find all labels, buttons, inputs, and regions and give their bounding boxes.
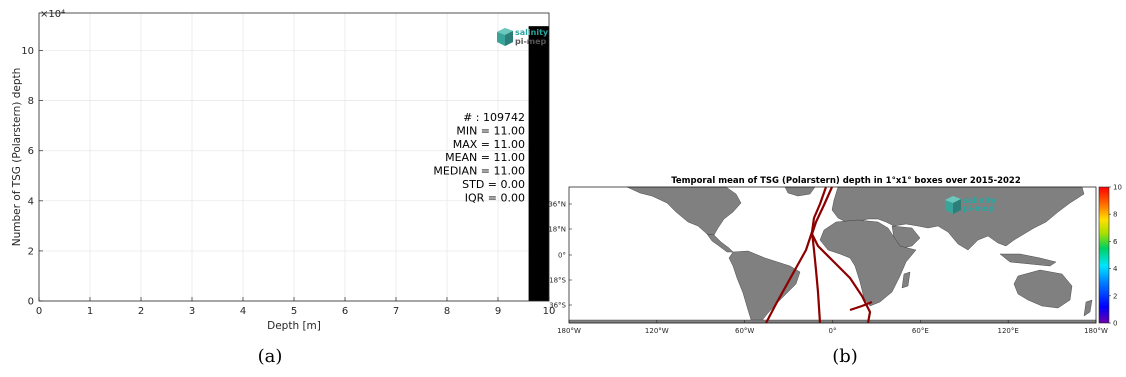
stat-line: MIN = 11.00 (456, 124, 525, 137)
colorbar-tick-label: 4 (1113, 265, 1118, 273)
africa (819, 219, 917, 307)
map-x-tick-label: 180°W (557, 327, 581, 335)
stat-line: MEAN = 11.00 (445, 151, 525, 164)
y-tick-label: 6 (28, 146, 34, 157)
madagascar (901, 271, 911, 289)
x-tick-label: 10 (543, 306, 556, 317)
x-tick-label: 1 (87, 306, 93, 317)
track-cape (849, 300, 873, 312)
x-tick-label: 7 (393, 306, 399, 317)
y-tick-label: 10 (21, 46, 34, 57)
stat-line: IQR = 0.00 (465, 191, 525, 204)
x-tick-label: 8 (444, 306, 450, 317)
australia (1013, 269, 1073, 309)
colorbar (1098, 186, 1110, 324)
logo-text-line2: pi-mep (515, 37, 547, 46)
x-tick-label: 6 (342, 306, 348, 317)
x-tick-label: 9 (495, 306, 501, 317)
caption-a: (a) (258, 346, 283, 367)
y-tick-labels: 0 2 4 6 8 10 (21, 46, 43, 308)
track-south-america-route (765, 186, 828, 324)
y-tick-label: 4 (28, 196, 34, 207)
land-masses (568, 186, 1097, 324)
colorbar-tick-label: 10 (1113, 184, 1122, 192)
map-y-tick-label: 18°N (548, 226, 566, 234)
logo-cube-icon (497, 28, 513, 46)
x-tick-label: 0 (36, 306, 42, 317)
y-tick-label: 8 (28, 96, 34, 107)
y-axis-label: Number of TSG (Polarstern) depth (11, 68, 23, 247)
map-x-tick-label: 60°W (735, 327, 754, 335)
x-tick-label: 4 (240, 306, 246, 317)
stat-line: STD = 0.00 (462, 178, 525, 191)
histogram-bars (528, 26, 549, 302)
colorbar-tick-label: 6 (1113, 238, 1118, 246)
y-exponent-label: ×10⁴ (40, 9, 65, 20)
colorbar-tick-label: 2 (1113, 292, 1117, 300)
map-y-tick-label: 18°S (549, 277, 566, 285)
new-zealand (1083, 299, 1093, 317)
map-x-tick-label: 0° (829, 327, 837, 335)
histogram-panel: 0 1 2 3 4 5 6 7 8 9 10 0 2 4 6 8 10 ×10⁴ Depth [m] Numb… (11, 9, 555, 332)
stat-line: # : 109742 (463, 111, 525, 124)
map-logo-cube-icon (945, 196, 961, 214)
map-x-ticks: 180°W 120°W 60°W 0° 60°E 120°E 180°W (557, 320, 1108, 335)
colorbar-ticks: 0 2 4 6 8 10 (1109, 184, 1122, 328)
colorbar-tick-label: 0 (1113, 320, 1117, 328)
ship-tracks (765, 186, 873, 324)
x-axis-label: Depth [m] (267, 320, 321, 332)
map-x-tick-label: 180°W (1084, 327, 1108, 335)
y-tick-label: 0 (28, 297, 34, 308)
map-y-ticks: 36°N 18°N 0° 18°S 36°S (548, 201, 572, 310)
logo-text-line1: salinity (515, 28, 549, 37)
map-x-tick-label: 60°E (912, 327, 929, 335)
colorbar-tick-label: 8 (1113, 211, 1117, 219)
x-tick-label: 3 (189, 306, 195, 317)
map-x-tick-label: 120°E (998, 327, 1019, 335)
track-mid-atlantic (810, 231, 822, 324)
map-logo-text-line1: salinity (963, 196, 997, 205)
salinity-pimep-logo: salinity pi-mep (497, 28, 549, 46)
map-y-tick-label: 0° (558, 252, 566, 260)
stat-line: MEDIAN = 11.00 (433, 165, 525, 178)
x-tick-label: 2 (138, 306, 144, 317)
stat-line: MAX = 11.00 (453, 138, 525, 151)
map-y-tick-label: 36°S (549, 302, 566, 310)
map-logo: salinity pi-mep (945, 196, 997, 214)
indonesia (999, 253, 1057, 267)
map-y-tick-label: 36°N (548, 201, 566, 209)
map-x-tick-label: 120°W (645, 327, 669, 335)
map-panel: Temporal mean of TSG (Polarstern) depth … (548, 176, 1122, 335)
south-america (728, 250, 801, 324)
x-tick-label: 5 (291, 306, 297, 317)
histogram-bar (528, 26, 549, 302)
x-tick-labels: 0 1 2 3 4 5 6 7 8 9 10 (36, 297, 556, 317)
y-tick-label: 2 (28, 246, 34, 257)
map-title: Temporal mean of TSG (Polarstern) depth … (671, 176, 1021, 186)
map-logo-text-line2: pi-mep (963, 204, 995, 213)
caption-b: (b) (832, 346, 858, 367)
